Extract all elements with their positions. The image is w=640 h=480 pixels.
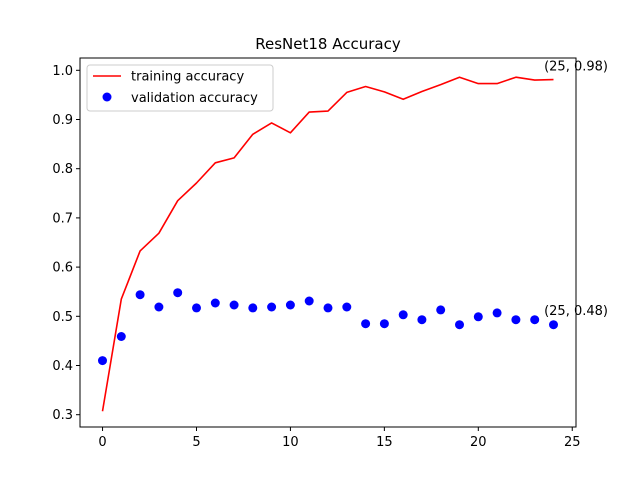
y-tick-label: 0.8 [52, 162, 73, 177]
validation-accuracy-point [455, 320, 464, 330]
chart-title: ResNet18 Accuracy [255, 35, 401, 53]
legend-box [86, 64, 274, 112]
annotations: (25, 0.98) (25, 0.48) [544, 59, 608, 319]
annotation-label: (25, 0.48) [544, 304, 608, 319]
x-tick-label: 0 [98, 435, 106, 450]
validation-accuracy-point [192, 303, 201, 313]
y-tick-label: 0.7 [52, 211, 73, 226]
legend-label-training: training accuracy [131, 70, 244, 85]
x-tick-label: 25 [564, 435, 581, 450]
training-accuracy-line [101, 76, 554, 412]
validation-accuracy-point [285, 300, 295, 310]
validation-accuracy-point [379, 319, 389, 329]
y-tick-label: 0.4 [52, 359, 73, 374]
validation-accuracy-point [135, 290, 145, 300]
validation-accuracy-point [530, 315, 540, 325]
validation-accuracy-point [436, 305, 446, 315]
axes: 0 5 10 15 20 25 0.3 0.4 0.5 0.6 0.7 0.8 0.9 1.0 [52, 64, 580, 450]
validation-accuracy-point [173, 288, 183, 298]
validation-accuracy-point [511, 315, 521, 325]
legend-label-validation: validation accuracy [131, 91, 258, 106]
validation-accuracy-point [116, 332, 126, 341]
y-tick-label: 0.6 [52, 261, 73, 276]
validation-accuracy-point [304, 296, 314, 306]
legend-swatch-validation [102, 92, 112, 102]
validation-accuracy-point [248, 303, 258, 313]
x-tick-label: 10 [282, 435, 299, 450]
x-tick-label: 20 [470, 435, 487, 450]
validation-accuracy-point [154, 302, 164, 312]
axes-frame [79, 57, 577, 428]
validation-accuracy-point [398, 310, 408, 320]
legend: training accuracy validation accuracy [86, 64, 274, 112]
validation-accuracy-point [492, 308, 502, 318]
y-tick-label: 0.3 [52, 408, 73, 423]
validation-accuracy-point [361, 319, 371, 329]
validation-accuracy-point [98, 356, 107, 366]
validation-accuracy-point [549, 320, 558, 330]
x-tick-label: 15 [376, 435, 393, 450]
validation-accuracy-point [267, 302, 277, 312]
validation-accuracy-point [210, 298, 220, 308]
y-tick-label: 0.9 [52, 113, 73, 128]
validation-accuracy-point [473, 312, 483, 322]
x-tick-label: 5 [192, 435, 200, 450]
validation-accuracy-point [323, 303, 333, 313]
validation-accuracy-point [342, 302, 352, 312]
validation-accuracy-point [229, 300, 239, 310]
validation-accuracy-point [417, 315, 427, 325]
plot-area [98, 76, 558, 412]
y-tick-label: 0.5 [52, 310, 73, 325]
y-tick-label: 1.0 [52, 64, 73, 79]
annotation-label: (25, 0.98) [544, 59, 608, 74]
